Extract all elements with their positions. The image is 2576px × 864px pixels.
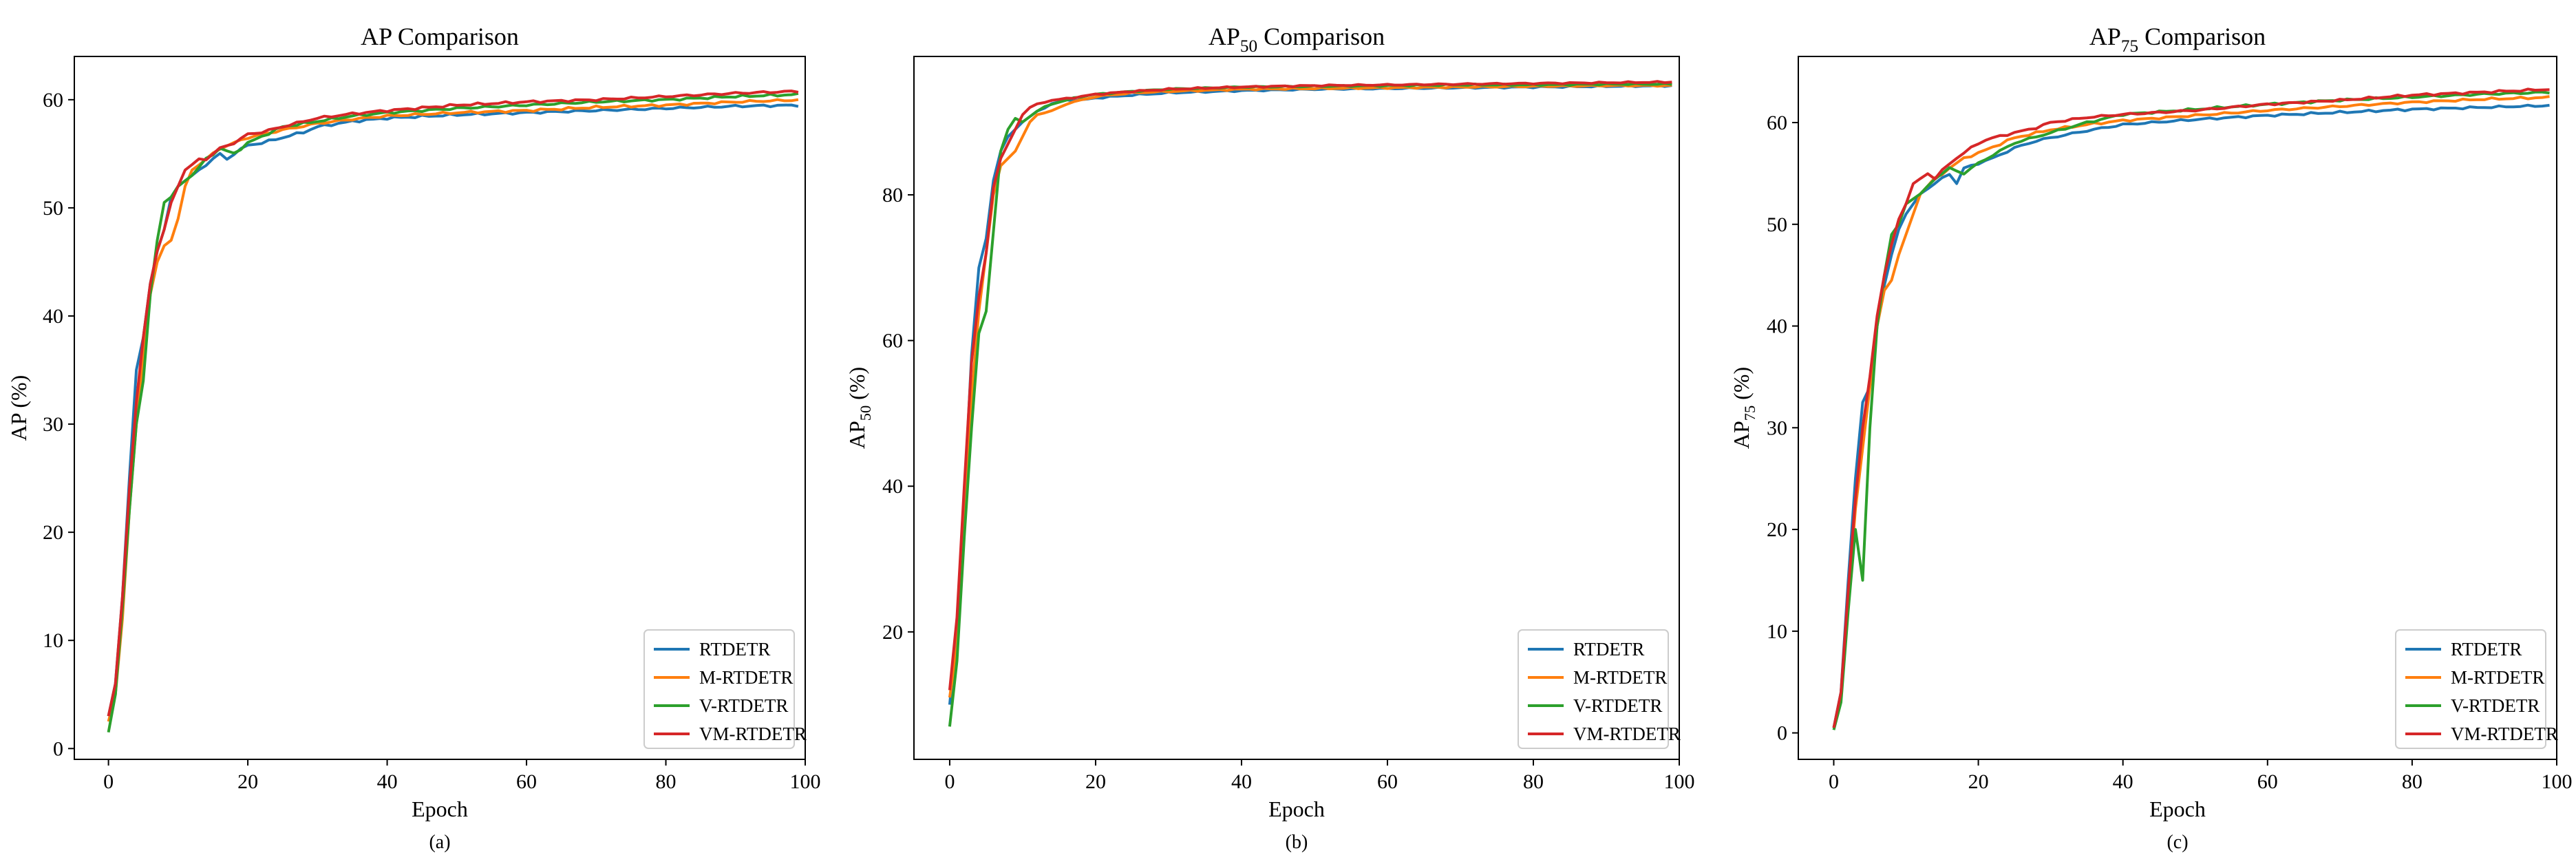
legend-label: M-RTDETR [2451, 667, 2544, 688]
y-tick-label: 40 [43, 305, 63, 328]
x-tick-label: 20 [1968, 770, 1989, 793]
x-tick-label: 0 [944, 770, 955, 793]
chart-panel-1: 0 20 40 60 80 100 0 10 20 30 40 50 60 AP Comparison Ep… [6, 23, 821, 853]
x-axis-label: Epoch [412, 797, 468, 821]
series-line-v-rtdetr [107, 92, 799, 733]
chart-title: AP75 Comparison [2089, 23, 2266, 56]
y-tick-label: 60 [1767, 112, 1787, 134]
legend-label: RTDETR [699, 639, 770, 660]
panel-caption: (b) [1286, 832, 1308, 853]
plot-frame [913, 56, 1680, 760]
legend-label: RTDETR [1573, 639, 1644, 660]
x-tick-label: 60 [1377, 770, 1398, 793]
y-axis-label: AP50 (%) [844, 367, 874, 449]
chart-title: AP50 Comparison [1209, 23, 1385, 56]
x-tick-label: 20 [1085, 770, 1106, 793]
legend-label: V-RTDETR [2451, 695, 2540, 716]
legend-label: M-RTDETR [1573, 667, 1667, 688]
series-line-rtdetr [107, 103, 799, 717]
x-tick-label: 0 [103, 770, 114, 793]
y-tick-label: 80 [882, 184, 903, 207]
y-tick-label: 40 [1767, 315, 1787, 338]
x-tick-label: 60 [516, 770, 537, 793]
series-line-rtdetr [948, 83, 1672, 705]
y-axis-label: AP75 (%) [1729, 367, 1758, 449]
x-axis-label: Epoch [1268, 797, 1325, 821]
legend-box [2395, 629, 2546, 749]
y-tick-label: 30 [1767, 417, 1787, 439]
series-line-m-rtdetr [948, 83, 1672, 698]
legend: RTDETR M-RTDETR V-RTDETR VM-RTDETR [1518, 629, 1681, 749]
chart-panel-2: 0 20 40 60 80 100 20 40 60 80 AP50 Comparison Epoch… [844, 23, 1695, 853]
y-axis-label: AP (%) [6, 375, 31, 441]
y-tick-label: 20 [43, 521, 63, 544]
y-tick-label: 30 [43, 413, 63, 436]
y-tick-label: 50 [43, 197, 63, 220]
y-tick-label: 50 [1767, 213, 1787, 236]
x-tick-label: 40 [1231, 770, 1252, 793]
y-tick-label: 60 [882, 330, 903, 352]
chart-title: AP Comparison [361, 23, 519, 50]
x-axis-label: Epoch [2149, 797, 2206, 821]
legend-label: RTDETR [2451, 639, 2522, 660]
legend-label: VM-RTDETR [699, 724, 807, 744]
chart-panel-3: 0 20 40 60 80 100 0 10 20 30 40 50 60 AP75 Comparison… [1729, 23, 2573, 853]
legend-box [1518, 629, 1669, 749]
y-tick-label: 0 [1777, 722, 1787, 745]
series-line-m-rtdetr [1832, 95, 2550, 728]
y-tick-label: 10 [43, 629, 63, 652]
x-tick-label: 80 [1523, 770, 1544, 793]
x-tick-label: 40 [2113, 770, 2133, 793]
x-tick-label: 20 [237, 770, 258, 793]
y-tick-label: 20 [882, 621, 903, 644]
panel-caption: (a) [429, 832, 450, 853]
x-tick-label: 0 [1829, 770, 1839, 793]
legend-label: VM-RTDETR [1573, 724, 1681, 744]
x-tick-label: 100 [2542, 770, 2573, 793]
y-tick-label: 60 [43, 89, 63, 112]
x-tick-label: 80 [2402, 770, 2423, 793]
y-tick-label: 10 [1767, 620, 1787, 643]
y-tick-label: 0 [53, 737, 63, 760]
series-line-vm-rtdetr [948, 80, 1672, 691]
series-line-vm-rtdetr [1832, 87, 2550, 728]
legend-label: M-RTDETR [699, 667, 793, 688]
y-tick-label: 40 [882, 475, 903, 498]
y-tick-label: 20 [1767, 518, 1787, 541]
series-line-m-rtdetr [107, 98, 799, 722]
legend: RTDETR M-RTDETR V-RTDETR VM-RTDETR [2395, 629, 2558, 749]
series-line-rtdetr [1832, 103, 2550, 728]
series-line-vm-rtdetr [107, 89, 799, 717]
legend-label: V-RTDETR [699, 695, 788, 716]
x-tick-label: 100 [790, 770, 821, 793]
plot-frame [1798, 56, 2557, 760]
x-tick-label: 100 [1664, 770, 1695, 793]
legend-label: V-RTDETR [1573, 695, 1662, 716]
x-tick-label: 60 [2257, 770, 2278, 793]
legend-label: VM-RTDETR [2451, 724, 2558, 744]
x-tick-label: 80 [656, 770, 677, 793]
x-tick-label: 40 [377, 770, 398, 793]
legend-box [643, 629, 795, 749]
panel-caption: (c) [2167, 832, 2188, 853]
plot-frame [74, 56, 806, 760]
legend: RTDETR M-RTDETR V-RTDETR VM-RTDETR [643, 629, 807, 749]
